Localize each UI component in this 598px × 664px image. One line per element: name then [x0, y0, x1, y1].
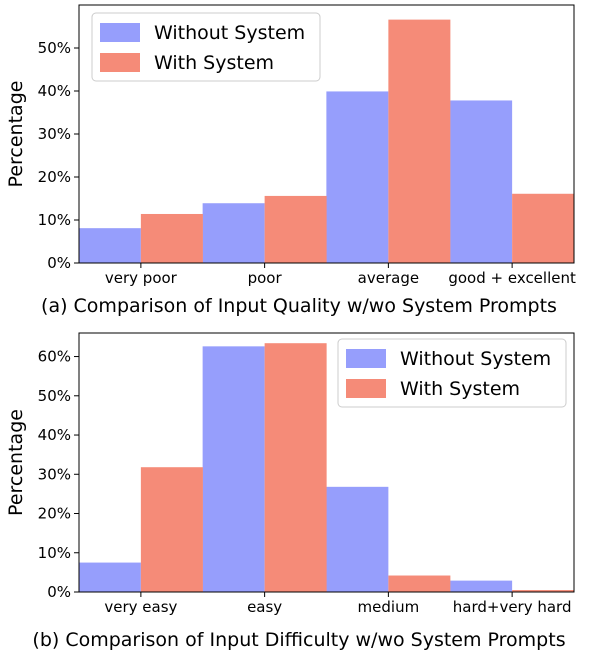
bar-with-system-3: [512, 590, 575, 592]
y-tick-label: 50%: [38, 387, 71, 405]
bar-without-system-2: [326, 486, 389, 592]
x-tick-label: medium: [358, 598, 420, 616]
chart-caption: (a) Comparison of Input Quality w/wo Sys…: [41, 295, 557, 317]
legend: Without System With System: [337, 338, 567, 408]
bar-without-system-1: [202, 346, 265, 592]
bar-without-system-0: [78, 228, 141, 263]
bar-with-system-2: [388, 19, 451, 264]
bar-without-system-3: [450, 100, 513, 264]
y-tick-label: 20%: [38, 168, 71, 186]
legend-swatch-without-system: [100, 23, 140, 42]
y-tick-label: 10%: [38, 211, 71, 229]
legend-swatch-with-system: [100, 53, 140, 72]
y-axis-label: Percentage: [5, 81, 27, 188]
y-tick-label: 10%: [38, 544, 71, 562]
y-tick-label: 20%: [38, 505, 71, 523]
bar-with-system-3: [512, 193, 575, 263]
bar-with-system-2: [388, 575, 451, 592]
bar-with-system-1: [264, 343, 327, 592]
bar-without-system-2: [326, 91, 389, 264]
x-tick-label: poor: [248, 269, 283, 287]
legend-label-without-system: Without System: [154, 22, 305, 44]
plot-frame: [78, 332, 575, 593]
legend-swatch-without-system: [346, 349, 386, 368]
x-tick-label: very poor: [105, 269, 178, 287]
bar-with-system-0: [140, 213, 203, 263]
legend-label-without-system: Without System: [400, 348, 551, 370]
chart-caption: (b) Comparison of Input Difficulty w/wo …: [32, 629, 565, 651]
y-tick-label: 0%: [47, 583, 71, 601]
bar-with-system-0: [140, 467, 203, 592]
legend-box: [91, 12, 321, 82]
chart-input-difficulty: 0% 10% 20% 30% 40% 50% 60% very easy easy medium h…: [5, 332, 575, 651]
x-tick-label: average: [358, 269, 419, 287]
y-tick-label: 30%: [38, 465, 71, 483]
bar-without-system-1: [202, 203, 265, 263]
x-tick-label: very easy: [104, 598, 177, 616]
legend-box: [337, 338, 567, 408]
y-axis-label: Percentage: [5, 409, 27, 516]
x-tick-label: easy: [247, 598, 282, 616]
y-tick-label: 50%: [38, 39, 71, 57]
legend-label-with-system: With System: [400, 378, 520, 400]
y-tick-label: 0%: [47, 254, 71, 272]
x-tick-label: hard+very hard: [453, 598, 572, 616]
bar-without-system-0: [78, 562, 141, 592]
legend-swatch-with-system: [346, 379, 386, 398]
y-tick-label: 40%: [38, 426, 71, 444]
chart-input-quality: 0% 10% 20% 30% 40% 50% very poor poor average goo…: [5, 4, 576, 317]
legend: Without System With System: [91, 12, 321, 82]
y-tick-label: 60%: [38, 348, 71, 366]
bar-without-system-3: [450, 580, 513, 592]
y-tick-label: 30%: [38, 125, 71, 143]
bar-with-system-1: [264, 195, 327, 263]
legend-label-with-system: With System: [154, 52, 274, 74]
y-tick-label: 40%: [38, 82, 71, 100]
x-tick-label: good + excellent: [448, 269, 576, 287]
